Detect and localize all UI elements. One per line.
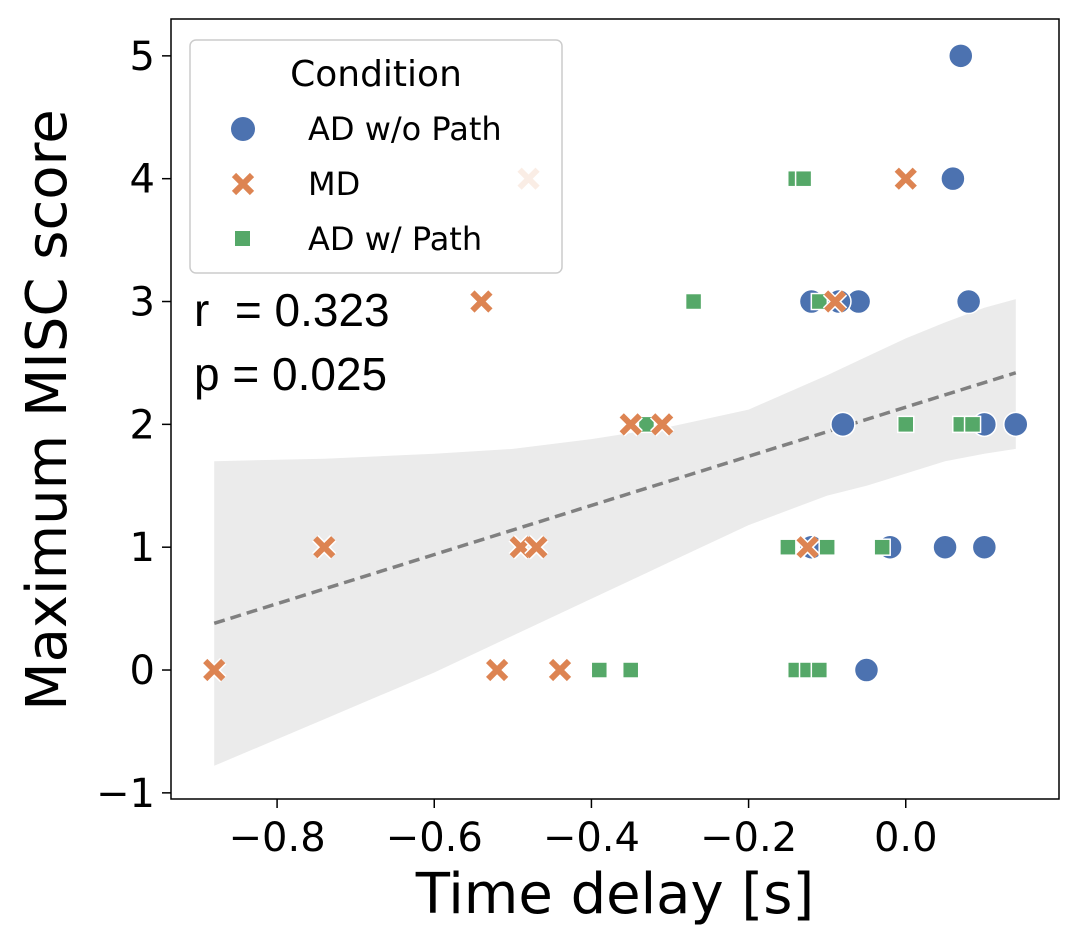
data-point-md: [547, 657, 573, 683]
correlation-r-annotation: r = 0.323: [194, 284, 390, 336]
legend-marker-ad-wo-path: [231, 117, 255, 141]
data-point-md: [484, 657, 510, 683]
data-point-ad-w-o-path: [971, 534, 998, 560]
x-axis-ticks: −0.8 −0.6 −0.4 −0.2 0.0: [229, 799, 938, 861]
x-tick-label: −0.4: [543, 815, 640, 861]
legend-marker-md: [231, 172, 255, 196]
y-tick-label: 0: [130, 648, 155, 694]
x-tick-label: 0.0: [874, 815, 938, 861]
data-point-md: [649, 412, 675, 437]
data-point-ad-w-o-path: [932, 534, 958, 560]
data-point-ad-w-path: [590, 661, 609, 679]
data-point-ad-w-o-path: [948, 43, 974, 69]
y-tick-label: −1: [96, 771, 155, 817]
data-point-md: [795, 535, 820, 560]
data-points-layer: [202, 43, 1029, 683]
data-point-ad-w-o-path: [940, 165, 966, 192]
data-point-ad-w-path: [684, 292, 703, 311]
y-axis-title: Maximum MISC score: [15, 109, 80, 710]
legend-box: [189, 39, 563, 274]
regression-layer: [213, 371, 1017, 626]
data-point-ad-w-path: [637, 415, 656, 434]
x-axis-title: Time delay [s]: [415, 862, 815, 927]
data-point-ad-w-o-path: [830, 411, 856, 438]
y-tick-label: 3: [130, 280, 155, 326]
data-point-ad-w-path: [621, 661, 640, 679]
correlation-p-annotation: p = 0.025: [194, 348, 387, 400]
confidence-band-layer: [214, 299, 1016, 766]
y-axis-ticks: −1 0 1 2 3 4 5: [96, 34, 171, 817]
y-tick-label: 1: [130, 525, 155, 571]
data-point-ad-w-path: [779, 538, 797, 556]
x-tick-label: −0.8: [229, 815, 326, 861]
data-point-ad-w-o-path: [1003, 411, 1029, 438]
data-point-md: [618, 412, 643, 437]
data-point-ad-w-o-path: [955, 288, 982, 315]
legend: Condition AD w/o Path MD AD w/ Path: [189, 39, 563, 274]
data-point-md: [202, 657, 227, 683]
legend-label-ad-wo-path: AD w/o Path: [308, 110, 502, 148]
data-point-ad-w-o-path: [853, 657, 880, 683]
data-point-md: [822, 289, 848, 314]
y-tick-label: 5: [130, 34, 155, 80]
legend-label-ad-w-path: AD w/ Path: [308, 220, 482, 258]
data-point-ad-w-path: [810, 661, 829, 679]
data-point-ad-w-path: [963, 415, 982, 434]
plot-frame: [170, 18, 1060, 800]
data-point-md: [469, 289, 494, 314]
data-point-ad-w-path: [810, 292, 829, 311]
data-point-ad-w-path: [818, 538, 836, 556]
confidence-band: [214, 299, 1016, 766]
data-point-md: [312, 535, 337, 560]
data-point-ad-w-path: [873, 538, 891, 556]
data-point-md: [524, 535, 549, 560]
legend-title: Condition: [290, 54, 462, 95]
data-point-ad-w-path: [897, 415, 915, 434]
x-tick-label: −0.6: [386, 815, 483, 861]
y-tick-label: 2: [130, 402, 155, 448]
x-tick-label: −0.2: [700, 815, 797, 861]
data-point-ad-w-path: [794, 169, 813, 188]
regression-line: [213, 371, 1017, 626]
data-point-md: [893, 166, 918, 191]
legend-label-md: MD: [308, 165, 360, 203]
legend-marker-ad-w-path: [235, 231, 250, 246]
y-tick-label: 4: [130, 157, 155, 203]
